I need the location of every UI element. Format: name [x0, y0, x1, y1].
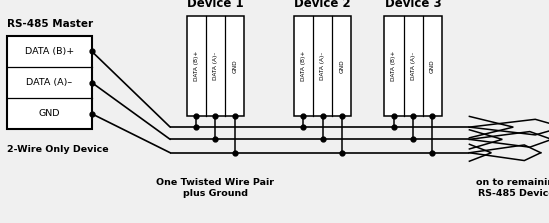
Text: Device 1: Device 1	[187, 0, 244, 10]
Text: DATA (A)–: DATA (A)–	[320, 52, 325, 80]
Text: DATA (B)+: DATA (B)+	[25, 47, 74, 56]
Text: DATA (A)–: DATA (A)–	[26, 78, 72, 87]
Text: DATA (B)+: DATA (B)+	[301, 51, 306, 81]
Text: Device 3: Device 3	[385, 0, 441, 10]
Text: Device 2: Device 2	[294, 0, 351, 10]
Text: DATA (B)+: DATA (B)+	[391, 51, 396, 81]
Text: GND: GND	[38, 109, 60, 118]
Text: RS-485 Master: RS-485 Master	[7, 19, 93, 29]
Text: DATA (A)–: DATA (A)–	[213, 52, 218, 80]
Bar	[294, 16, 351, 116]
Text: GND: GND	[339, 59, 344, 73]
Text: DATA (A)–: DATA (A)–	[411, 52, 416, 80]
Bar	[7, 36, 92, 129]
Text: 2-Wire Only Device: 2-Wire Only Device	[7, 145, 108, 154]
Text: DATA (B)+: DATA (B)+	[194, 51, 199, 81]
Text: GND: GND	[430, 59, 435, 73]
Bar	[187, 16, 244, 116]
Bar	[384, 16, 442, 116]
Text: on to remaining
RS-485 Devices: on to remaining RS-485 Devices	[477, 178, 549, 198]
Text: One Twisted Wire Pair
plus Ground: One Twisted Wire Pair plus Ground	[156, 178, 274, 198]
Text: GND: GND	[232, 59, 237, 73]
